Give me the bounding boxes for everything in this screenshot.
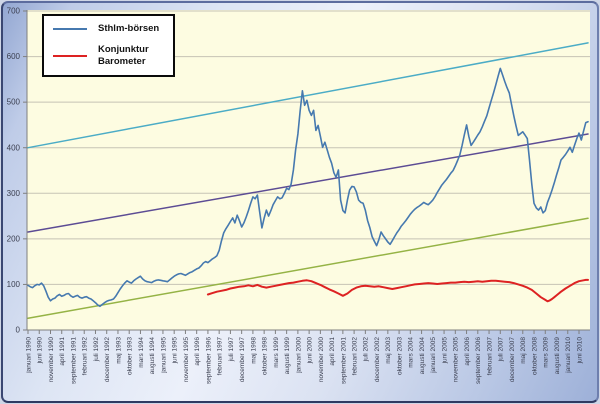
- x-axis-label: januari 2000: [295, 337, 302, 374]
- legend-label: Sthlm-börsen: [98, 23, 160, 34]
- legend: Sthlm-börsen Konjunktur Barometer: [42, 14, 175, 77]
- legend-label: Konjunktur Barometer: [98, 43, 149, 67]
- x-axis-label: juli 1992: [93, 337, 100, 363]
- x-axis-label: november 1995: [183, 337, 190, 383]
- x-axis-label: augusti 1999: [284, 337, 291, 375]
- x-axis-label: augusti 2009: [554, 337, 561, 375]
- y-axis-label: 700: [7, 7, 21, 16]
- x-axis-label: mars 2004: [408, 337, 415, 368]
- x-axis-label: december 1992: [104, 337, 111, 383]
- x-axis-label: juni 1995: [172, 337, 179, 365]
- x-axis-label: juni 2010: [576, 337, 583, 365]
- x-axis-label: september 1996: [205, 337, 212, 384]
- x-axis-label: november 1990: [48, 337, 55, 383]
- x-axis-label: februari 1997: [217, 337, 224, 376]
- x-axis-label: augusti 2004: [419, 337, 426, 375]
- x-axis-label: oktober 1993: [127, 337, 134, 375]
- legend-line-sample-blue: [53, 27, 87, 30]
- x-axis-label: mars 1999: [273, 337, 280, 368]
- x-axis-label: maj 2008: [520, 337, 527, 364]
- x-axis-label: oktober 1998: [262, 337, 269, 375]
- x-axis-label: februari 2007: [486, 337, 493, 376]
- x-axis-label: december 2007: [509, 337, 516, 383]
- x-axis-label: januari 2010: [565, 337, 572, 374]
- x-axis-label: juli 1997: [228, 337, 235, 363]
- x-axis-label: juni 2005: [441, 337, 448, 365]
- y-axis-label: 400: [7, 143, 21, 152]
- x-axis-label: december 2002: [374, 337, 381, 383]
- legend-item-sthlm-borsen: Sthlm-börsen: [53, 23, 164, 35]
- series-line-konjunktur-barometer: [206, 278, 589, 303]
- y-axis-label: 200: [7, 234, 21, 243]
- x-axis-label: oktober 2003: [396, 337, 403, 375]
- legend-item-konjunktur-barometer: Konjunktur Barometer: [53, 44, 164, 68]
- y-axis-label: 0: [16, 326, 21, 335]
- x-axis-label: maj 2003: [385, 337, 392, 364]
- x-axis-label: januari 1995: [160, 337, 167, 374]
- x-axis-label: juli 2007: [498, 337, 505, 363]
- series-line-trend-middle: [27, 133, 589, 233]
- x-axis-label: augusti 1994: [149, 337, 156, 375]
- x-axis-label: januari 2005: [430, 337, 437, 374]
- x-axis-label: mars 1994: [138, 337, 145, 368]
- x-axis-label: juni 1990: [37, 337, 44, 365]
- x-axis-label: april 1991: [59, 337, 66, 366]
- x-axis-label: februari 1992: [82, 337, 89, 376]
- x-axis-label: maj 1993: [115, 337, 122, 364]
- x-axis-label: november 2000: [318, 337, 325, 383]
- x-axis-label: april 2001: [329, 337, 336, 366]
- x-axis-label: november 2005: [453, 337, 460, 383]
- x-axis-label: september 2001: [340, 337, 347, 384]
- x-axis-label: april 2006: [464, 337, 471, 366]
- series-line-trend-lower: [27, 217, 589, 319]
- legend-line-sample-red: [53, 54, 87, 57]
- x-axis-label: september 2006: [475, 337, 482, 384]
- series-line-trend-upper: [27, 42, 589, 149]
- y-axis-label: 600: [7, 52, 21, 61]
- y-axis-label: 100: [7, 280, 21, 289]
- x-axis-label: maj 1998: [250, 337, 257, 364]
- x-axis-label: oktober 2008: [531, 337, 538, 375]
- x-axis-label: mars 2009: [543, 337, 550, 368]
- x-axis-label: april 1996: [194, 337, 201, 366]
- y-axis-label: 300: [7, 189, 21, 198]
- y-axis-label: 500: [7, 98, 21, 107]
- x-axis-label: februari 2002: [352, 337, 359, 376]
- x-axis-label: december 1997: [239, 337, 246, 383]
- series-line-sthlm-b-rsen: [27, 67, 589, 308]
- x-axis-label: juni 2000: [307, 337, 314, 365]
- x-axis-label: januari 1990: [25, 337, 32, 374]
- x-axis-label: september 1991: [70, 337, 77, 384]
- x-axis-label: juli 2002: [363, 337, 370, 363]
